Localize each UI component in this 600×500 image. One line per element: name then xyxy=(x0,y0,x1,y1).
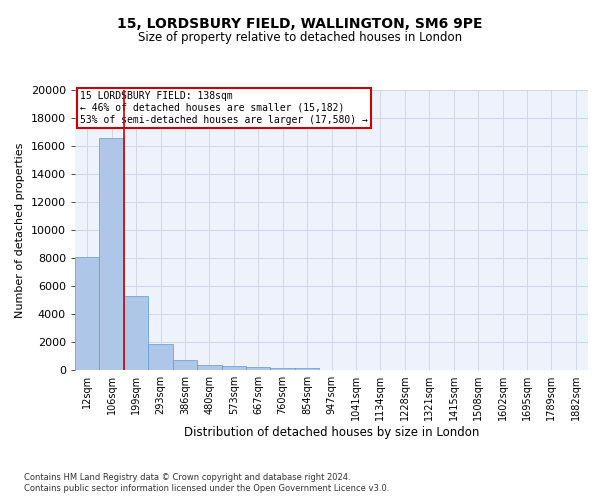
Bar xyxy=(100,138,124,370)
Bar xyxy=(124,296,148,370)
Bar xyxy=(197,365,221,370)
Bar xyxy=(271,368,295,370)
Bar xyxy=(246,367,271,370)
Text: Size of property relative to detached houses in London: Size of property relative to detached ho… xyxy=(138,31,462,44)
Text: 15 LORDSBURY FIELD: 138sqm
← 46% of detached houses are smaller (15,182)
53% of : 15 LORDSBURY FIELD: 138sqm ← 46% of deta… xyxy=(80,92,368,124)
Text: 15, LORDSBURY FIELD, WALLINGTON, SM6 9PE: 15, LORDSBURY FIELD, WALLINGTON, SM6 9PE xyxy=(117,18,483,32)
Bar xyxy=(295,368,319,370)
Bar xyxy=(173,360,197,370)
Bar xyxy=(148,344,173,370)
Text: Contains HM Land Registry data © Crown copyright and database right 2024.: Contains HM Land Registry data © Crown c… xyxy=(24,472,350,482)
X-axis label: Distribution of detached houses by size in London: Distribution of detached houses by size … xyxy=(184,426,479,439)
Text: Contains public sector information licensed under the Open Government Licence v3: Contains public sector information licen… xyxy=(24,484,389,493)
Bar xyxy=(75,256,100,370)
Y-axis label: Number of detached properties: Number of detached properties xyxy=(15,142,25,318)
Bar xyxy=(221,366,246,370)
